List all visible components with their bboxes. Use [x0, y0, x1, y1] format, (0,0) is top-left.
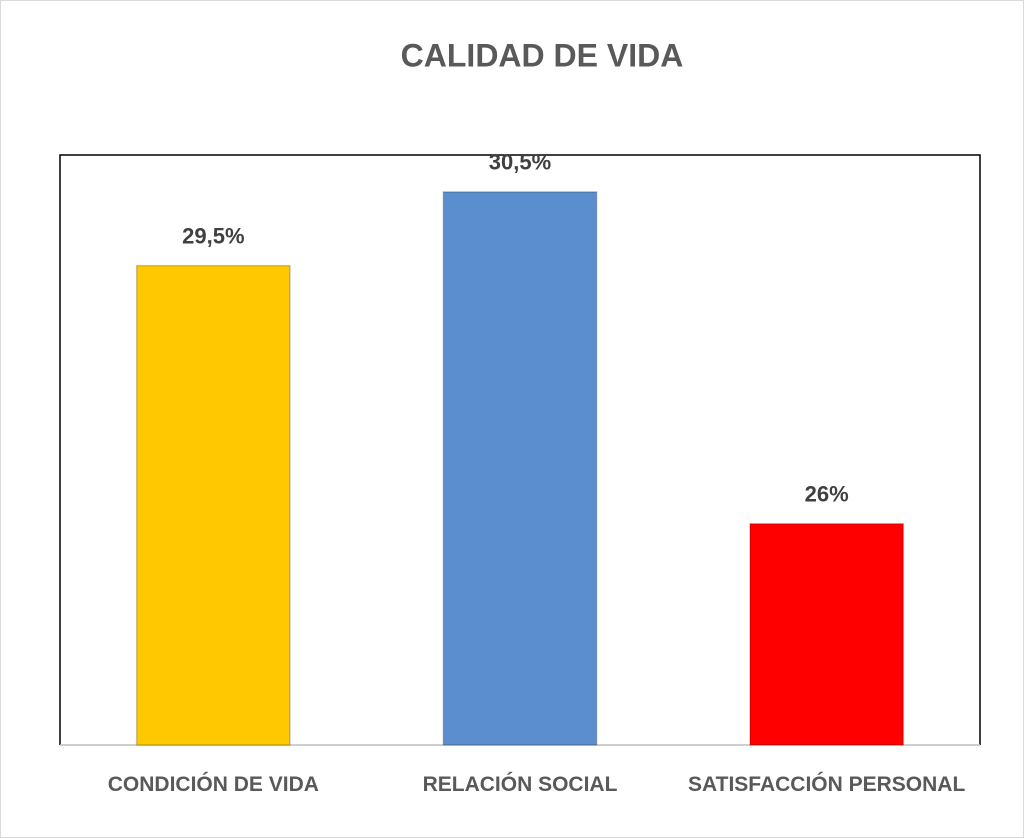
data-label: 26%	[805, 482, 849, 507]
data-label: 29,5%	[182, 223, 244, 248]
x-tick-label: RELACIÓN SOCIAL	[422, 773, 618, 796]
bar	[442, 191, 598, 746]
bar	[749, 523, 905, 746]
x-tick-label: CONDICIÓN DE VIDA	[107, 773, 319, 796]
plot-frame	[59, 154, 981, 745]
x-tick-label: SATISFACCIÓN PERSONAL	[688, 773, 966, 796]
data-label: 30,5%	[489, 150, 551, 175]
bar	[135, 264, 291, 746]
chart-title: CALIDAD DE VIDA	[401, 37, 684, 73]
